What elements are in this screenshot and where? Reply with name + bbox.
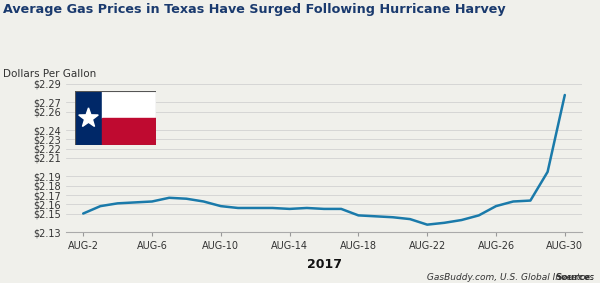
Bar [102, 118, 156, 145]
Text: GasBuddy.com, U.S. Global Investors: GasBuddy.com, U.S. Global Investors [424, 273, 594, 282]
X-axis label: 2017: 2017 [307, 258, 341, 271]
Text: Average Gas Prices in Texas Have Surged Following Hurricane Harvey: Average Gas Prices in Texas Have Surged … [3, 3, 506, 16]
Polygon shape [79, 108, 98, 127]
Text: Source:: Source: [555, 273, 594, 282]
Text: Dollars Per Gallon: Dollars Per Gallon [3, 69, 96, 79]
Bar [102, 91, 156, 118]
Bar [75, 91, 102, 145]
